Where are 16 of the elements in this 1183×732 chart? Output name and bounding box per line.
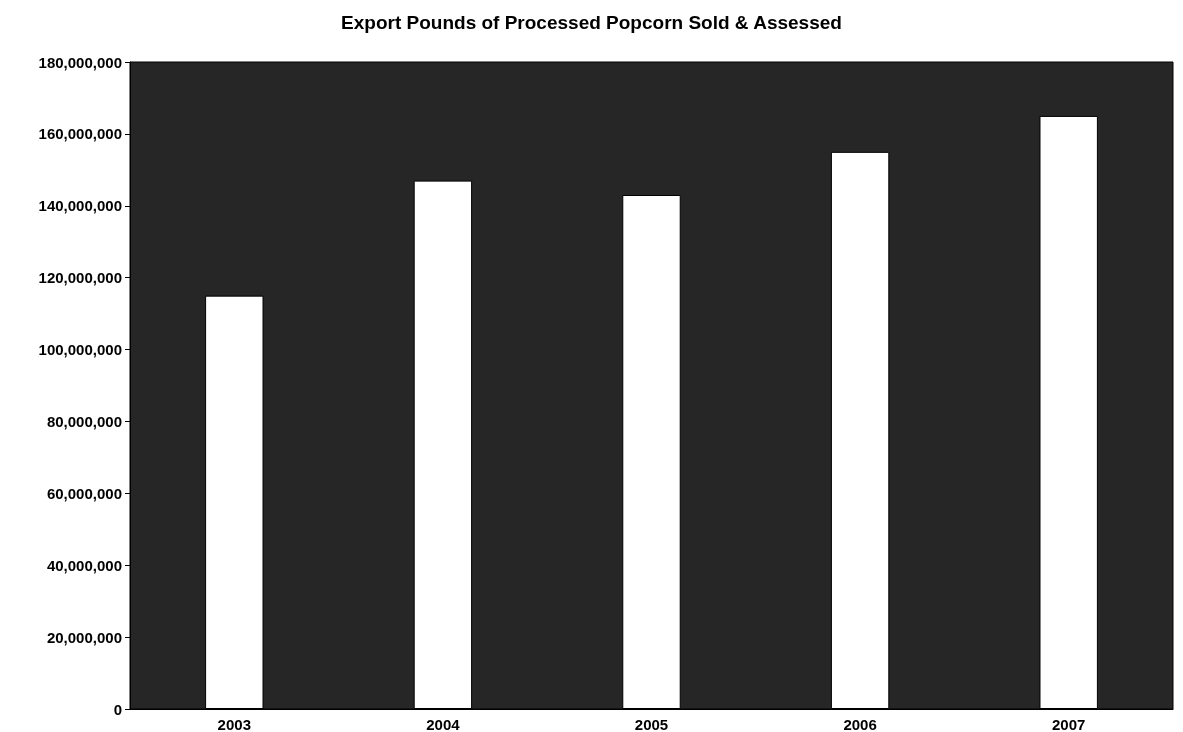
y-tick-label: 140,000,000 [38, 197, 122, 215]
x-tick-label: 2003 [217, 716, 251, 732]
y-tick-label: 80,000,000 [46, 412, 122, 430]
y-tick-label: 0 [113, 700, 122, 718]
y-tick-label: 40,000,000 [46, 556, 122, 574]
y-tick-label: 100,000,000 [38, 341, 122, 359]
x-tick-label: 2007 [1052, 716, 1086, 732]
y-tick-label: 20,000,000 [46, 628, 122, 646]
y-tick-label: 160,000,000 [38, 125, 122, 143]
y-tick-label: 60,000,000 [46, 484, 122, 502]
x-tick-label: 2004 [426, 716, 461, 732]
chart-title: Export Pounds of Processed Popcorn Sold & Assessed [341, 12, 842, 33]
x-tick-label: 2005 [634, 716, 669, 732]
y-tick-label: 120,000,000 [38, 269, 122, 287]
y-tick-label: 180,000,000 [38, 53, 122, 71]
x-tick-label: 2006 [843, 716, 877, 732]
